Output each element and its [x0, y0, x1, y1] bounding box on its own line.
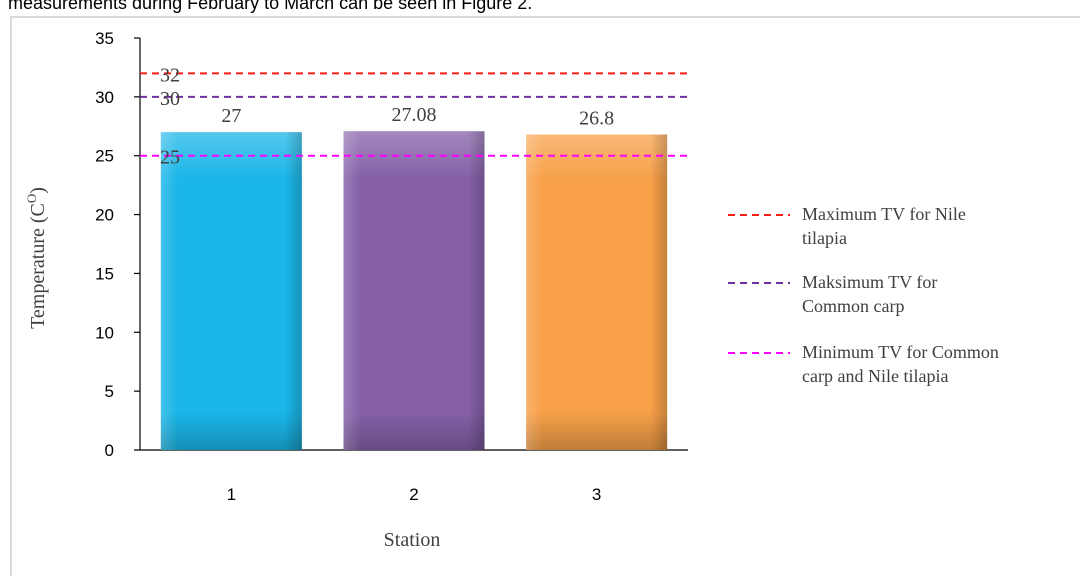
- legend-label: carp and Nile tilapia: [802, 366, 948, 386]
- bar-station-1: [160, 132, 302, 450]
- x-tick-label: 1: [227, 485, 236, 504]
- data-label: 27: [221, 105, 241, 127]
- figure-caption: measurements during February to March ca…: [8, 0, 533, 13]
- y-axis-title-main: Temperature (C: [27, 203, 49, 329]
- legend-label: Maximum TV for Nile: [802, 204, 966, 224]
- reference-line-label: 25: [160, 147, 180, 169]
- y-tick-label: 0: [105, 441, 114, 460]
- x-axis-title: Station: [384, 529, 441, 551]
- legend-entry: Minimum TV for Common carp and Nile tilap…: [728, 342, 999, 386]
- bar-station-2: [343, 131, 485, 450]
- y-tick-label: 35: [95, 29, 114, 48]
- legend-label: tilapia: [802, 228, 847, 248]
- y-tick-label: 15: [95, 264, 114, 283]
- x-tick-label: 2: [409, 485, 418, 504]
- y-tick-label: 30: [95, 88, 114, 107]
- legend-label: Maksimum TV for: [802, 272, 937, 292]
- y-axis-title-end: ): [27, 187, 49, 194]
- y-axis-title-sup: O: [24, 194, 39, 203]
- chart-frame: [10, 16, 1080, 576]
- legend-label: Minimum TV for Common: [802, 342, 999, 362]
- y-tick-label: 5: [105, 382, 114, 401]
- y-tick-label: 10: [95, 323, 114, 342]
- legend-label: Common carp: [802, 296, 904, 316]
- legend-entry: Maximum TV for Nile tilapia: [728, 204, 966, 248]
- bar-station-3: [526, 134, 668, 451]
- y-tick-label: 25: [95, 147, 114, 166]
- y-axis-title: Temperature (CO): [24, 187, 49, 329]
- x-tick-label: 3: [592, 485, 601, 504]
- bar-shade-horizontal: [526, 134, 668, 451]
- reference-line-label: 30: [160, 88, 180, 110]
- y-tick-label: 20: [95, 206, 114, 225]
- bar-shade-horizontal: [160, 132, 302, 450]
- data-label: 27.08: [392, 104, 437, 126]
- bar-shade-horizontal: [343, 131, 485, 450]
- reference-line-label: 32: [160, 64, 180, 86]
- data-label: 26.8: [579, 108, 614, 130]
- legend-entry: Maksimum TV for Common carp: [728, 272, 937, 316]
